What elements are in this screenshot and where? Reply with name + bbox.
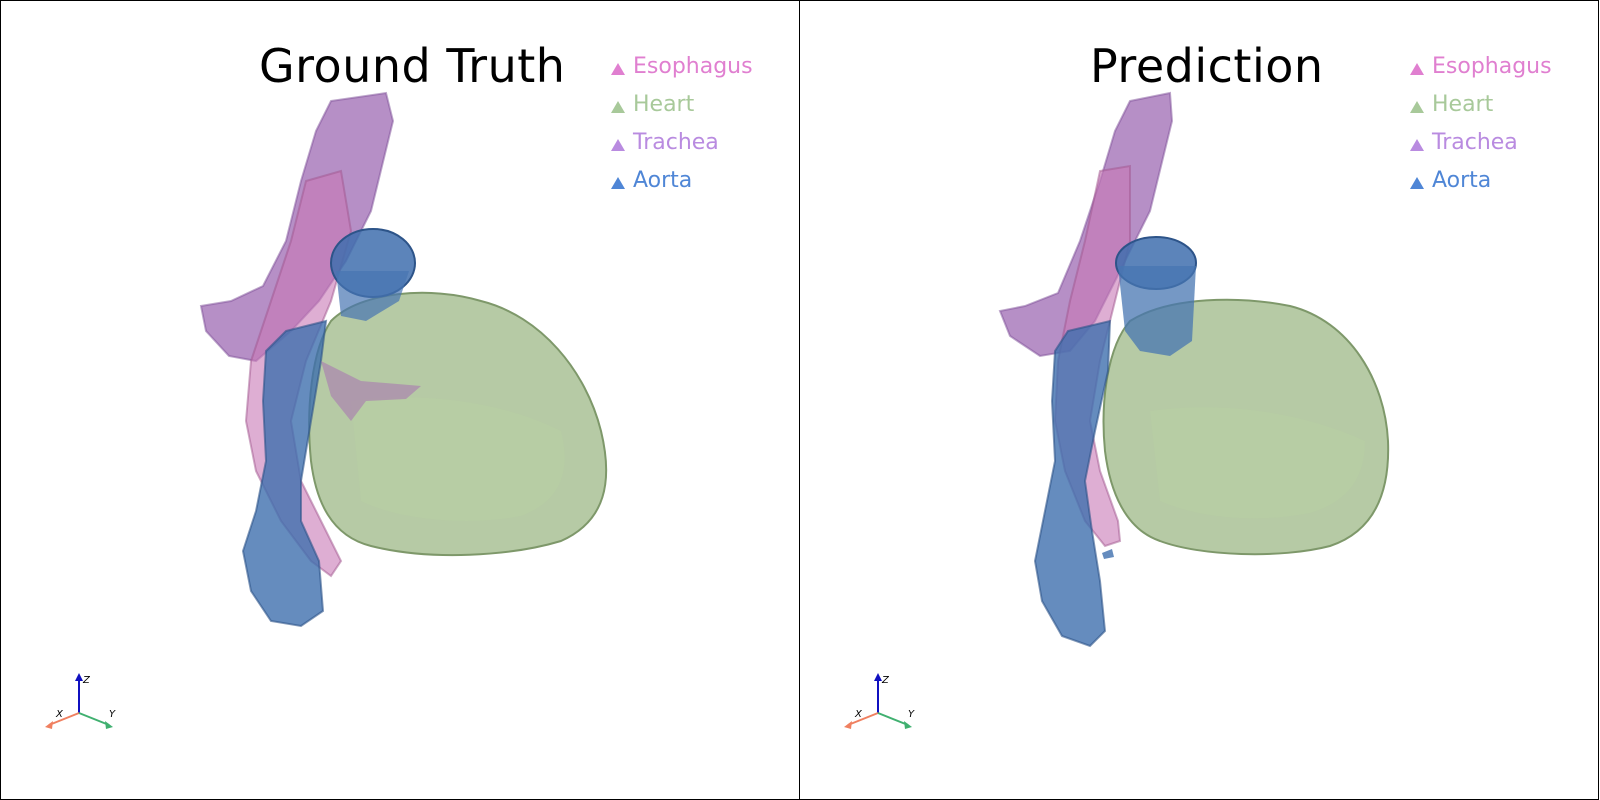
legend-item-aorta[interactable]: Aorta <box>1410 161 1552 199</box>
legend-item-aorta[interactable]: Aorta <box>611 161 753 199</box>
legend-label: Aorta <box>633 168 692 193</box>
legend: Esophagus Heart Trachea Aorta <box>611 47 753 199</box>
axis-z-label: Z <box>82 675 91 686</box>
triangle-icon <box>1410 139 1424 151</box>
orientation-axes: Z X Y <box>41 673 131 743</box>
legend: Esophagus Heart Trachea Aorta <box>1410 47 1552 199</box>
triangle-icon <box>611 177 625 189</box>
legend-item-esophagus[interactable]: Esophagus <box>1410 47 1552 85</box>
aorta-fragment <box>1102 549 1114 559</box>
legend-item-trachea[interactable]: Trachea <box>1410 123 1552 161</box>
legend-item-heart[interactable]: Heart <box>611 85 753 123</box>
orientation-axes: Z X Y <box>840 673 930 743</box>
panel-title: Ground Truth <box>259 39 565 93</box>
ground-truth-panel[interactable]: Ground Truth Esophagus Heart Trachea Aor… <box>0 0 800 800</box>
axis-y-label: Y <box>109 709 116 720</box>
axis-x-label: X <box>854 709 863 720</box>
triangle-icon <box>611 101 625 113</box>
axis-z-label: Z <box>881 675 890 686</box>
legend-item-trachea[interactable]: Trachea <box>611 123 753 161</box>
triangle-icon <box>1410 101 1424 113</box>
legend-label: Trachea <box>1432 130 1518 155</box>
triangle-icon <box>1410 63 1424 75</box>
triangle-icon <box>1410 177 1424 189</box>
legend-item-heart[interactable]: Heart <box>1410 85 1552 123</box>
triangle-icon <box>611 63 625 75</box>
prediction-panel[interactable]: Prediction Esophagus Heart Trachea Aorta <box>799 0 1599 800</box>
legend-label: Trachea <box>633 130 719 155</box>
legend-item-esophagus[interactable]: Esophagus <box>611 47 753 85</box>
legend-label: Esophagus <box>633 54 753 79</box>
panel-title: Prediction <box>1090 39 1324 93</box>
legend-label: Aorta <box>1432 168 1491 193</box>
legend-label: Esophagus <box>1432 54 1552 79</box>
axis-y-label: Y <box>908 709 915 720</box>
triangle-icon <box>611 139 625 151</box>
legend-label: Heart <box>633 92 694 117</box>
axis-x-label: X <box>55 709 64 720</box>
legend-label: Heart <box>1432 92 1493 117</box>
